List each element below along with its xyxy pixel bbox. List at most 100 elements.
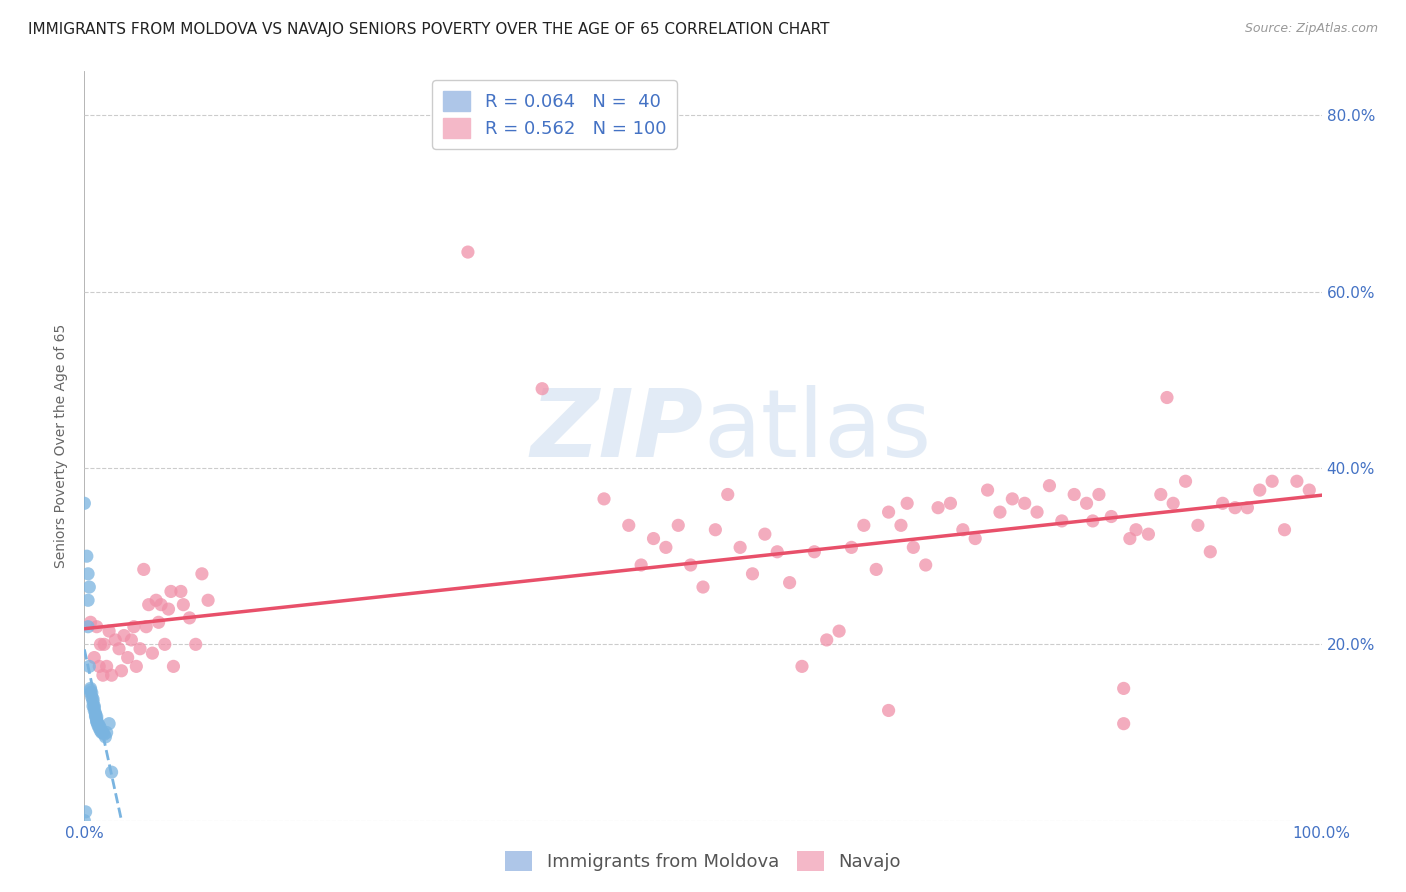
- Point: [104, 632, 127, 647]
- Point: [86, 712, 108, 726]
- Point: [179, 611, 201, 625]
- Point: [1088, 487, 1111, 501]
- Point: [93, 727, 115, 741]
- Point: [655, 541, 678, 555]
- Text: atlas: atlas: [703, 385, 931, 477]
- Point: [89, 718, 111, 732]
- Point: [150, 598, 173, 612]
- Point: [79, 686, 101, 700]
- Point: [79, 580, 101, 594]
- Point: [1174, 475, 1197, 489]
- Point: [1081, 514, 1104, 528]
- Point: [120, 632, 142, 647]
- Point: [89, 721, 111, 735]
- Point: [90, 725, 112, 739]
- Point: [172, 598, 194, 612]
- Point: [865, 562, 887, 576]
- Point: [1223, 500, 1246, 515]
- Point: [84, 706, 107, 720]
- Point: [457, 245, 479, 260]
- Point: [84, 709, 107, 723]
- Point: [148, 615, 170, 630]
- Point: [108, 641, 131, 656]
- Point: [1236, 500, 1258, 515]
- Point: [1099, 509, 1122, 524]
- Point: [643, 532, 665, 546]
- Y-axis label: Seniors Poverty Over the Age of 65: Seniors Poverty Over the Age of 65: [55, 324, 69, 568]
- Point: [94, 730, 117, 744]
- Point: [1112, 716, 1135, 731]
- Point: [679, 558, 702, 572]
- Point: [83, 699, 105, 714]
- Point: [1285, 475, 1308, 489]
- Point: [145, 593, 167, 607]
- Point: [1249, 483, 1271, 497]
- Point: [841, 541, 863, 555]
- Point: [790, 659, 813, 673]
- Point: [815, 632, 838, 647]
- Point: [728, 541, 751, 555]
- Point: [96, 725, 118, 739]
- Point: [77, 593, 100, 607]
- Point: [903, 541, 925, 555]
- Point: [1112, 681, 1135, 696]
- Point: [89, 637, 111, 651]
- Point: [122, 620, 145, 634]
- Point: [877, 703, 900, 717]
- Point: [89, 723, 111, 738]
- Point: [83, 650, 105, 665]
- Point: [184, 637, 207, 651]
- Point: [89, 659, 111, 673]
- Point: [197, 593, 219, 607]
- Point: [754, 527, 776, 541]
- Point: [1212, 496, 1234, 510]
- Point: [153, 637, 176, 651]
- Point: [1261, 475, 1284, 489]
- Point: [89, 721, 111, 735]
- Point: [704, 523, 727, 537]
- Point: [741, 566, 763, 581]
- Point: [1038, 478, 1060, 492]
- Point: [98, 716, 121, 731]
- Point: [76, 549, 98, 564]
- Point: [79, 615, 101, 630]
- Legend: Immigrants from Moldova, Navajo: Immigrants from Moldova, Navajo: [498, 844, 908, 879]
- Point: [877, 505, 900, 519]
- Point: [132, 562, 155, 576]
- Point: [1199, 545, 1222, 559]
- Point: [83, 701, 105, 715]
- Point: [141, 646, 163, 660]
- Point: [100, 765, 122, 780]
- Point: [1161, 496, 1184, 510]
- Point: [717, 487, 740, 501]
- Point: [965, 532, 987, 546]
- Point: [803, 545, 825, 559]
- Point: [86, 714, 108, 728]
- Point: [79, 659, 101, 673]
- Point: [157, 602, 180, 616]
- Point: [1125, 523, 1147, 537]
- Point: [160, 584, 183, 599]
- Point: [1063, 487, 1085, 501]
- Point: [87, 716, 110, 731]
- Point: [93, 637, 115, 651]
- Point: [129, 641, 152, 656]
- Point: [531, 382, 554, 396]
- Point: [593, 491, 616, 506]
- Point: [162, 659, 184, 673]
- Text: ZIP: ZIP: [530, 385, 703, 477]
- Point: [692, 580, 714, 594]
- Point: [170, 584, 193, 599]
- Point: [952, 523, 974, 537]
- Point: [896, 496, 918, 510]
- Point: [666, 518, 689, 533]
- Point: [1187, 518, 1209, 533]
- Text: Source: ZipAtlas.com: Source: ZipAtlas.com: [1244, 22, 1378, 36]
- Point: [82, 699, 104, 714]
- Point: [77, 620, 100, 634]
- Point: [96, 659, 118, 673]
- Point: [80, 686, 103, 700]
- Text: IMMIGRANTS FROM MOLDOVA VS NAVAJO SENIORS POVERTY OVER THE AGE OF 65 CORRELATION: IMMIGRANTS FROM MOLDOVA VS NAVAJO SENIOR…: [28, 22, 830, 37]
- Point: [91, 725, 114, 739]
- Point: [1001, 491, 1024, 506]
